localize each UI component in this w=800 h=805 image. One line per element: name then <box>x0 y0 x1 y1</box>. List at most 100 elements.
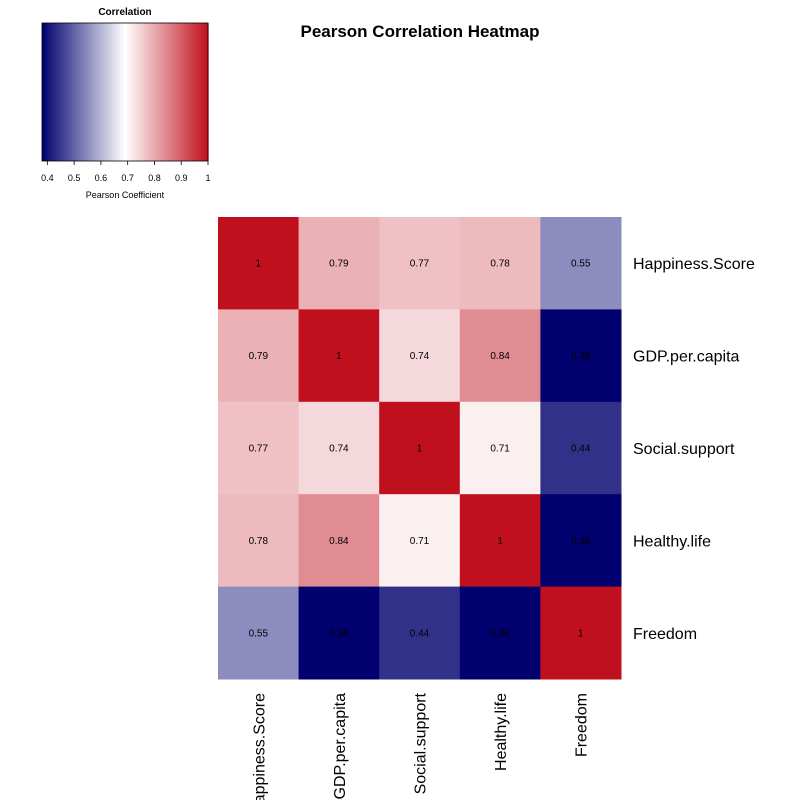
legend-gradient-segment <box>196 23 199 161</box>
heatmap-cell <box>459 217 541 310</box>
column-labels: Happiness.Score GDP.per.capita Social.supp… <box>251 692 591 805</box>
heatmap-cell <box>298 401 380 495</box>
legend-gradient-segment <box>206 23 209 161</box>
cell-value-label: 0.74 <box>410 351 430 362</box>
column-label: Social.support <box>413 692 430 794</box>
column-label: Freedom <box>574 693 591 757</box>
legend-gradient-segment <box>44 23 47 161</box>
legend-gradient-segment <box>94 23 97 161</box>
legend-tick-label: 0.5 <box>68 173 81 183</box>
heatmap-cells: 1 0.79 0.77 0.78 0.55 0.79 1 0.74 0.84 0.38 0.77 0.… <box>218 217 622 680</box>
heatmap-cell <box>218 494 300 588</box>
legend-gradient-segment <box>104 23 107 161</box>
cell-value-label: 1 <box>256 259 262 270</box>
legend-gradient-segment <box>48 23 51 161</box>
legend-gradient-segment <box>126 23 129 161</box>
legend-gradient-segment <box>124 23 127 161</box>
legend-gradient-segment <box>88 23 91 161</box>
legend-gradient-segment <box>136 23 139 161</box>
legend-gradient-segment <box>68 23 71 161</box>
legend-gradient-segment <box>54 23 57 161</box>
legend-gradient-segment <box>132 23 135 161</box>
legend-gradient-segment <box>64 23 67 161</box>
legend-gradient-segment <box>138 23 141 161</box>
cell-value-label: 0.55 <box>571 259 591 270</box>
row-label: Healthy.life <box>633 533 711 550</box>
heatmap-cell <box>298 217 380 310</box>
cell-value-label: 0.44 <box>410 628 430 639</box>
legend-gradient-segment <box>52 23 55 161</box>
legend-gradient-segment <box>102 23 105 161</box>
legend-gradient-segment <box>66 23 69 161</box>
legend-gradient-segment <box>188 23 191 161</box>
legend-gradient-segment <box>84 23 87 161</box>
heatmap-cell <box>218 309 300 403</box>
heatmap-cell <box>379 217 461 310</box>
legend-gradient-segment <box>62 23 65 161</box>
legend-gradient-segment <box>80 23 83 161</box>
legend-gradient-segment <box>180 23 183 161</box>
legend-gradient-segment <box>134 23 137 161</box>
cell-value-label: 0.38 <box>571 351 591 362</box>
cell-value-label: 0.84 <box>490 351 510 362</box>
legend-gradient-segment <box>176 23 179 161</box>
heatmap-cell <box>540 494 622 588</box>
heatmap-cell <box>459 309 541 403</box>
legend-gradient-segment <box>76 23 79 161</box>
legend-gradient-segment <box>108 23 111 161</box>
legend-gradient-segment <box>74 23 77 161</box>
cell-value-label: 0.71 <box>410 536 430 547</box>
row-label: GDP.per.capita <box>633 349 740 366</box>
cell-value-label: 0.78 <box>249 536 269 547</box>
row-label: Freedom <box>633 626 697 643</box>
legend-gradient-segment <box>112 23 115 161</box>
legend-gradient-segment <box>144 23 147 161</box>
legend-gradient-segment <box>194 23 197 161</box>
heatmap-cell <box>298 309 380 403</box>
cell-value-label: 0.77 <box>410 259 430 270</box>
legend-gradient-segment <box>90 23 93 161</box>
legend-gradient-segment <box>98 23 101 161</box>
cell-value-label: 0.38 <box>329 628 349 639</box>
heatmap-cell <box>298 494 380 588</box>
column-label: Happiness.Score <box>251 693 268 800</box>
legend-tick-label: 0.8 <box>148 173 161 183</box>
legend-gradient-segment <box>192 23 195 161</box>
legend-gradient-segment <box>116 23 119 161</box>
legend-tick-label: 0.4 <box>41 173 54 183</box>
legend-gradient-segment <box>72 23 75 161</box>
legend-gradient-segment <box>92 23 95 161</box>
legend-gradient-segment <box>110 23 113 161</box>
heatmap-cell <box>459 401 541 495</box>
heatmap-cell <box>298 586 380 680</box>
column-label: GDP.per.capita <box>332 693 349 800</box>
cell-value-label: 1 <box>497 536 503 547</box>
legend-gradient-segment <box>46 23 49 161</box>
legend-gradient-segment <box>190 23 193 161</box>
heatmap-cell <box>540 401 622 495</box>
legend-gradient-segment <box>56 23 59 161</box>
legend-gradient-segment <box>148 23 151 161</box>
cell-value-label: 1 <box>578 628 584 639</box>
legend-ticks: 0.4 0.5 0.6 0.7 0.8 0.9 1 <box>41 161 211 183</box>
chart-title: Pearson Correlation Heatmap <box>300 22 539 41</box>
heatmap-cell <box>540 217 622 310</box>
legend-gradient-segment <box>78 23 81 161</box>
cell-value-label: 0.38 <box>490 628 510 639</box>
legend-gradient-segment <box>142 23 145 161</box>
legend-gradient-segment <box>164 23 167 161</box>
legend-gradient-segment <box>186 23 189 161</box>
cell-value-label: 0.79 <box>329 259 349 270</box>
heatmap-cell <box>540 309 622 403</box>
legend-axis-label: Pearson Coefficient <box>86 190 165 200</box>
cell-value-label: 0.44 <box>571 444 591 455</box>
heatmap-cell <box>459 494 541 588</box>
cell-value-label: 1 <box>336 351 342 362</box>
legend-tick-label: 0.7 <box>121 173 134 183</box>
cell-value-label: 0.38 <box>571 536 591 547</box>
legend-gradient-segment <box>42 23 45 161</box>
legend-gradient-segment <box>96 23 99 161</box>
legend-gradient-segment <box>82 23 85 161</box>
